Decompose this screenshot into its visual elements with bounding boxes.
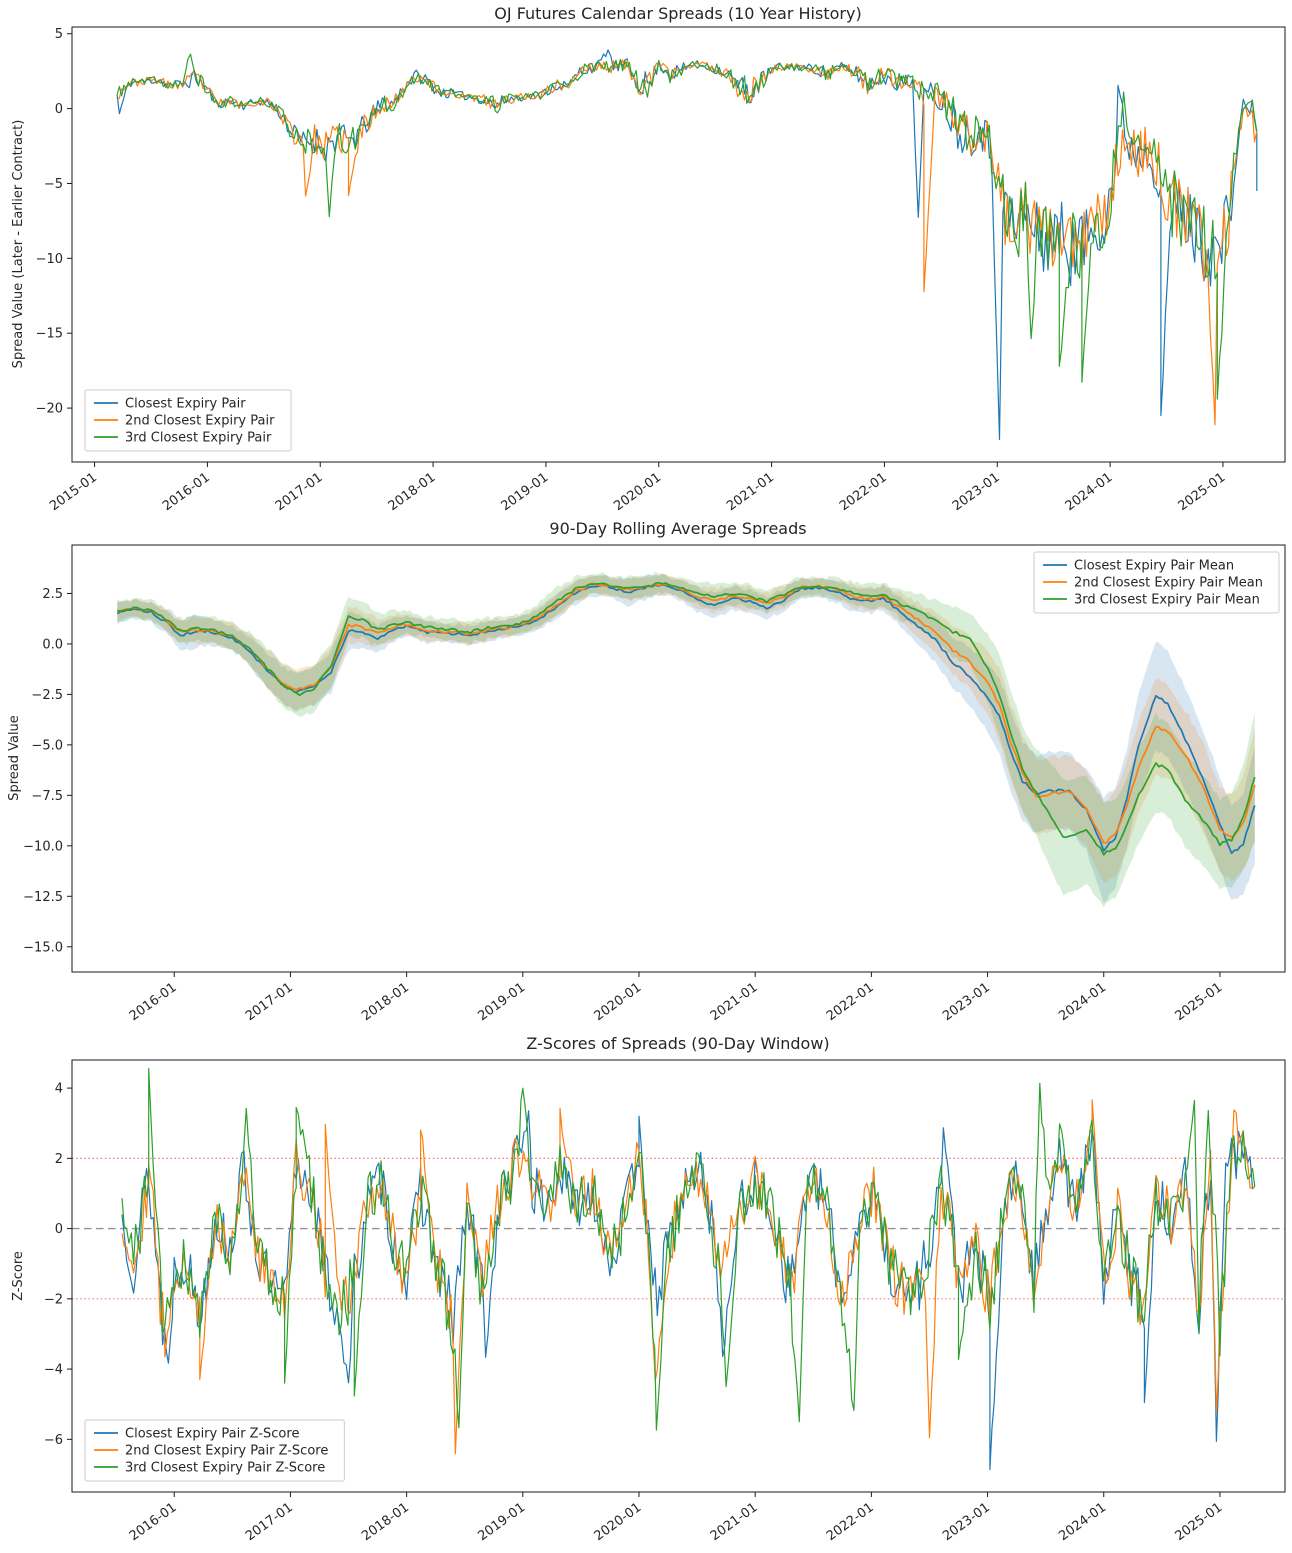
y-tick-label: −4 — [44, 1363, 63, 1378]
legend-label: 2nd Closest Expiry Pair — [125, 414, 275, 429]
chart-rolling-average-ylabel: Spread Value — [7, 715, 22, 801]
std-band-1 — [117, 573, 1255, 883]
x-tick-label: 2018-01 — [359, 1500, 412, 1544]
x-tick-label: 2024-01 — [1063, 470, 1116, 514]
x-tick-label: 2019-01 — [475, 1500, 528, 1544]
y-tick-label: −10 — [36, 252, 63, 267]
x-tick-label: 2017-01 — [243, 980, 296, 1024]
x-tick-label: 2025-01 — [1173, 980, 1226, 1024]
x-tick-label: 2023-01 — [940, 1500, 993, 1544]
chart-zscores-ylabel: Z-Score — [11, 1251, 26, 1301]
axes-frame — [71, 26, 1286, 463]
series-line-2 — [117, 581, 1256, 856]
x-tick-label: 2020-01 — [592, 980, 645, 1024]
chart-spreads-history-ylabel: Spread Value (Later - Earlier Contract) — [11, 120, 26, 369]
y-tick-label: −5 — [44, 177, 63, 192]
legend-label: 2nd Closest Expiry Pair Z-Score — [125, 1444, 328, 1459]
x-tick-label: 2020-01 — [611, 470, 664, 514]
std-band-0 — [117, 573, 1255, 903]
x-tick-label: 2025-01 — [1176, 470, 1229, 514]
y-tick-label: −5.0 — [31, 738, 63, 753]
x-tick-label: 2016-01 — [160, 470, 213, 514]
axes-frame — [71, 1059, 1286, 1493]
y-tick-label: 0 — [55, 102, 63, 117]
chart-zscores: Z-Scores of Spreads (90-Day Window) Z-Sc… — [11, 1034, 1286, 1544]
y-tick-label: −15 — [36, 327, 63, 342]
chart-rolling-average-plot: 2.5 0.0 −2.5 −5.0 −7.5 −10.0 −12.5 −15.0 2016-01… — [23, 544, 1286, 1024]
y-tick-label: 0.0 — [42, 637, 63, 652]
legend: Closest Expiry Pair Z-Score 2nd Closest E… — [84, 1419, 345, 1482]
x-tick-label: 2015-01 — [47, 470, 100, 514]
x-tick-label: 2021-01 — [708, 980, 761, 1024]
x-tick-label: 2022-01 — [837, 470, 890, 514]
y-tick-label: 0 — [55, 1222, 63, 1237]
chart-spreads-history-plot: 5 0 −5 −10 −15 −20 2015-01 2016-01 2017-01 2018-0… — [36, 26, 1286, 514]
legend-box — [84, 389, 292, 452]
chart-zscores-plot: 4 2 0 −2 −4 −6 2016-01 2017-01 2018-01 2019-01 202… — [44, 1059, 1286, 1544]
series-line-1 — [117, 582, 1256, 844]
y-tick-label: 2.5 — [42, 587, 63, 602]
legend-label: 3rd Closest Expiry Pair — [125, 431, 272, 446]
series-line-2 — [116, 53, 1258, 400]
chart-spreads-history-title: OJ Futures Calendar Spreads (10 Year His… — [494, 4, 861, 23]
chart-zscores-title: Z-Scores of Spreads (90-Day Window) — [526, 1034, 829, 1053]
x-tick-label: 2016-01 — [127, 1500, 180, 1544]
x-tick-label: 2024-01 — [1056, 980, 1109, 1024]
legend-label: Closest Expiry Pair Mean — [1074, 559, 1234, 574]
chart-spreads-history: OJ Futures Calendar Spreads (10 Year His… — [11, 4, 1286, 514]
chart-rolling-average: 90-Day Rolling Average Spreads Spread Va… — [7, 519, 1286, 1024]
y-tick-label: −12.5 — [23, 890, 63, 905]
y-tick-label: 4 — [55, 1082, 63, 1097]
x-tick-label: 2019-01 — [475, 980, 528, 1024]
x-tick-label: 2020-01 — [592, 1500, 645, 1544]
legend-box — [1033, 551, 1280, 614]
y-tick-label: −10.0 — [23, 839, 63, 854]
legend-label: 2nd Closest Expiry Pair Mean — [1074, 576, 1263, 591]
y-tick-label: −2.5 — [31, 688, 63, 703]
x-tick-label: 2018-01 — [359, 980, 412, 1024]
x-tick-label: 2019-01 — [498, 470, 551, 514]
x-tick-label: 2021-01 — [708, 1500, 761, 1544]
chart-rolling-average-title: 90-Day Rolling Average Spreads — [549, 519, 806, 538]
legend-label: 3rd Closest Expiry Pair Mean — [1074, 593, 1260, 608]
y-tick-label: −7.5 — [31, 789, 63, 804]
x-tick-label: 2017-01 — [243, 1500, 296, 1544]
x-tick-label: 2022-01 — [824, 1500, 877, 1544]
x-tick-label: 2017-01 — [273, 470, 326, 514]
x-tick-label: 2024-01 — [1056, 1500, 1109, 1544]
legend-label: 3rd Closest Expiry Pair Z-Score — [125, 1461, 325, 1476]
y-tick-label: 5 — [55, 27, 63, 42]
x-tick-label: 2023-01 — [940, 980, 993, 1024]
axes-frame — [71, 544, 1286, 973]
x-tick-label: 2025-01 — [1173, 1500, 1226, 1544]
series-line-1 — [116, 59, 1258, 426]
y-tick-label: −2 — [44, 1292, 63, 1307]
legend-label: Closest Expiry Pair Z-Score — [125, 1427, 299, 1442]
x-tick-label: 2022-01 — [824, 980, 877, 1024]
series-line-0 — [116, 584, 1256, 855]
x-tick-label: 2018-01 — [386, 470, 439, 514]
y-tick-label: −6 — [44, 1433, 63, 1448]
legend: Closest Expiry Pair Mean 2nd Closest Expi… — [1033, 551, 1280, 614]
legend: Closest Expiry Pair 2nd Closest Expiry Pa… — [84, 389, 292, 452]
y-tick-label: −15.0 — [23, 940, 63, 955]
series-line-2 — [121, 1067, 1256, 1431]
std-band-2 — [117, 571, 1255, 908]
y-tick-label: −20 — [36, 402, 63, 417]
legend-label: Closest Expiry Pair — [125, 397, 246, 412]
y-tick-label: 2 — [55, 1152, 63, 1167]
x-tick-label: 2023-01 — [950, 470, 1003, 514]
legend-box — [84, 1419, 345, 1482]
x-tick-label: 2021-01 — [724, 470, 777, 514]
x-tick-label: 2016-01 — [127, 980, 180, 1024]
